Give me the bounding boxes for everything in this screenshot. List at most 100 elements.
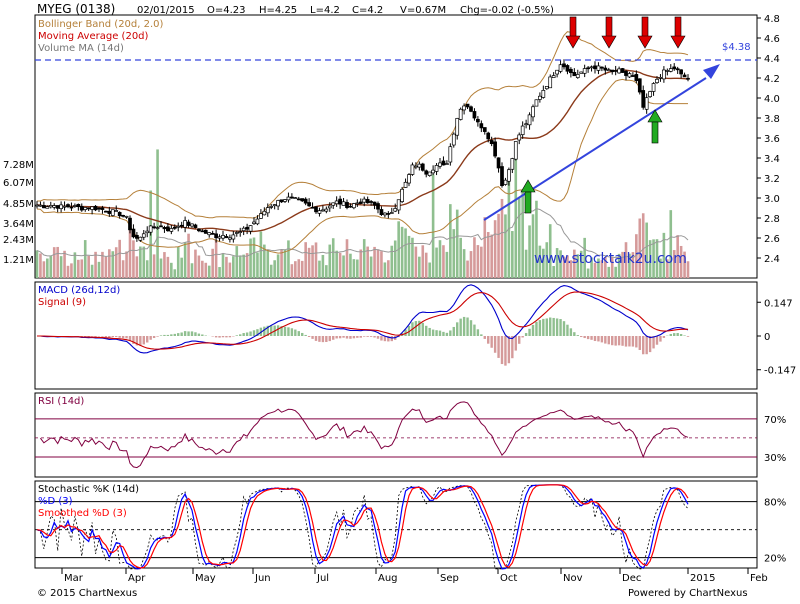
- month-tick-label: Dec: [622, 573, 641, 584]
- macd-histogram-bar: [346, 336, 348, 339]
- candle-body: [532, 107, 535, 117]
- macd-histogram-bar: [577, 335, 579, 336]
- macd-histogram-bar: [625, 336, 627, 347]
- macd-histogram-bar: [563, 321, 565, 336]
- candle-body: [456, 118, 459, 135]
- macd-histogram-bar: [253, 330, 255, 336]
- candle-body: [311, 207, 314, 208]
- candle-body: [569, 69, 572, 72]
- volume-bar: [449, 204, 452, 278]
- price-tick-label: 3.6: [764, 134, 780, 145]
- volume-bar: [614, 267, 617, 278]
- change-label: Chg=-0.02 (-0.5%): [460, 5, 554, 16]
- volume-bar: [153, 254, 156, 278]
- volume-bar: [136, 256, 139, 278]
- candle-body: [576, 74, 579, 77]
- macd-tick-label: 0: [764, 332, 770, 343]
- volume-bar: [483, 217, 486, 278]
- volume-bar: [497, 214, 500, 278]
- macd-histogram-bar: [263, 327, 265, 336]
- macd-histogram-bar: [453, 327, 455, 336]
- volume-bar: [587, 269, 590, 278]
- macd-histogram-bar: [590, 336, 592, 340]
- macd-histogram-bar: [597, 336, 599, 341]
- candle-body: [318, 211, 321, 214]
- volume-bar: [325, 265, 328, 278]
- volume-bar: [53, 247, 56, 278]
- candle-body: [494, 142, 497, 156]
- candle-body: [256, 219, 259, 224]
- macd-histogram-bar: [149, 336, 151, 340]
- volume-bar: [439, 240, 442, 278]
- macd-histogram-bar: [335, 336, 337, 338]
- volume-bar: [301, 261, 304, 278]
- candle-body: [666, 70, 669, 71]
- volume-bar: [108, 249, 111, 278]
- macd-histogram-bar: [649, 336, 651, 352]
- candle-body: [604, 68, 607, 70]
- macd-histogram-bar: [497, 336, 499, 358]
- volume-bar: [187, 234, 190, 278]
- candle-body: [659, 77, 662, 78]
- macd-histogram-bar: [480, 334, 482, 336]
- candle-body: [559, 65, 562, 72]
- volume-bar: [394, 240, 397, 278]
- close-label: C=4.2: [352, 5, 383, 16]
- macd-histogram-bar: [583, 336, 585, 338]
- resistance-down-arrow: [606, 17, 612, 37]
- candle-body: [60, 205, 63, 209]
- candle-body: [514, 141, 517, 159]
- candle-body: [645, 98, 648, 110]
- price-tick-label: 2.8: [764, 214, 780, 225]
- candle-body: [49, 205, 52, 206]
- macd-histogram-bar: [415, 321, 417, 336]
- macd-histogram-bar: [318, 336, 320, 342]
- candle-body: [53, 206, 56, 208]
- volume-bar: [421, 245, 424, 278]
- candle-body: [542, 90, 545, 97]
- macd-tick-label: 0.147: [764, 298, 793, 309]
- volume-bar: [380, 251, 383, 278]
- macd-histogram-bar: [94, 336, 96, 337]
- macd-histogram-bar: [146, 336, 148, 343]
- volume-bar: [311, 245, 314, 278]
- candle-body: [404, 182, 407, 187]
- candle-body: [294, 198, 297, 199]
- macd-histogram-bar: [573, 332, 575, 336]
- macd-histogram-bar: [125, 336, 127, 338]
- volume-bar: [452, 229, 455, 278]
- candle-body: [139, 237, 142, 240]
- candle-body: [483, 128, 486, 132]
- volume-bar: [273, 260, 276, 278]
- macd-histogram-bar: [353, 336, 355, 338]
- legend-volume-ma: Volume MA (14d): [38, 43, 124, 54]
- volume-bar: [487, 232, 490, 278]
- volume-bar: [105, 257, 108, 278]
- legend-stoch-k: Stochastic %K (14d): [38, 484, 139, 495]
- support-up-arrow: [525, 192, 531, 213]
- macd-histogram-bar: [242, 333, 244, 336]
- volume-bar: [204, 263, 207, 278]
- macd-histogram-bar: [459, 319, 461, 336]
- macd-histogram-bar: [601, 336, 603, 342]
- candle-body: [191, 224, 194, 226]
- candle-body: [652, 84, 655, 92]
- volume-bar: [442, 245, 445, 278]
- macd-histogram-bar: [163, 335, 165, 336]
- candle-body: [507, 170, 510, 182]
- watermark: www.stocktalk2u.com: [534, 251, 687, 267]
- macd-histogram-bar: [325, 336, 327, 342]
- macd-histogram-bar: [194, 332, 196, 336]
- volume-bar: [504, 214, 507, 278]
- legend-stoch-d: %D (3): [38, 496, 73, 507]
- macd-histogram-bar: [167, 335, 169, 336]
- candle-body: [42, 205, 45, 207]
- volume-bar: [87, 256, 90, 278]
- candle-body: [225, 236, 228, 237]
- macd-histogram-bar: [439, 331, 441, 336]
- volume-bar: [490, 235, 493, 278]
- candle-body: [370, 201, 373, 202]
- macd-histogram-bar: [198, 334, 200, 336]
- volume-bar: [514, 154, 517, 278]
- macd-histogram-bar: [139, 336, 141, 346]
